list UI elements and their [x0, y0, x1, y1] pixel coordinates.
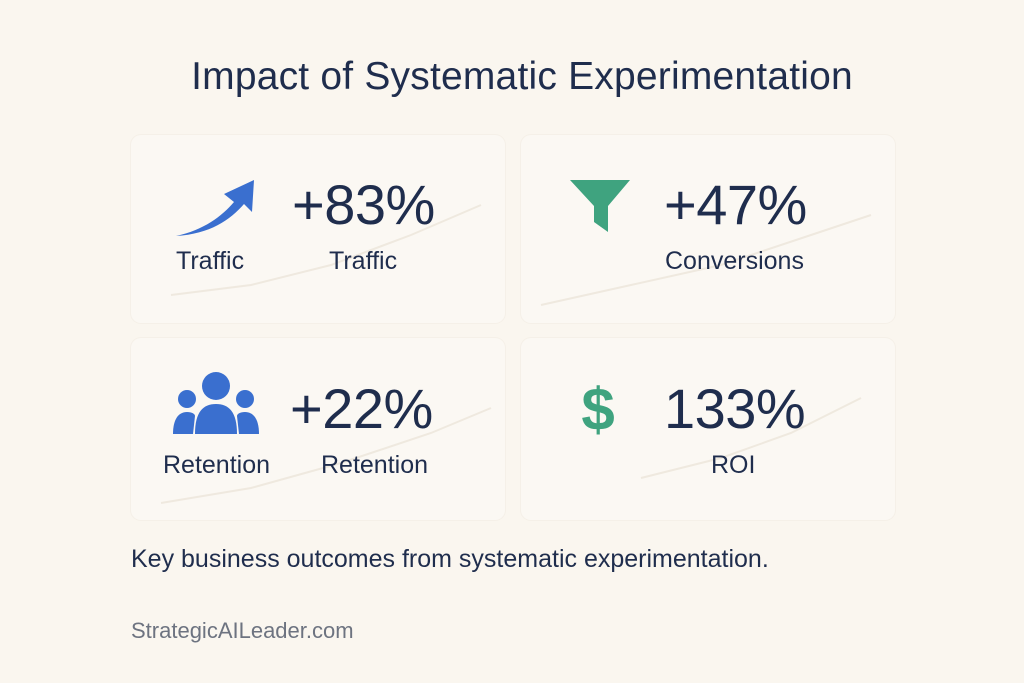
svg-text:$: $ — [581, 376, 614, 438]
background-trend-line — [640, 397, 862, 479]
traffic-icon-label: Traffic — [176, 247, 245, 275]
conversions-label: Conversions — [665, 247, 804, 275]
background-trend-line — [160, 407, 492, 504]
background-trend-line — [540, 214, 872, 306]
funnel-icon — [570, 180, 630, 232]
retention-label: Retention — [321, 451, 429, 479]
retention-value: +22% — [290, 377, 433, 440]
trend-up-arrow-icon — [176, 180, 254, 236]
conversions-value: +47% — [664, 173, 807, 236]
traffic-value: +83% — [292, 173, 435, 236]
metric-card-conversions — [521, 135, 895, 323]
roi-label: ROI — [711, 451, 756, 479]
roi-value: 133% — [664, 377, 806, 440]
retention-icon-label: Retention — [163, 451, 271, 479]
page-title: Impact of Systematic Experimentation — [191, 55, 853, 98]
metric-card-traffic — [131, 135, 505, 323]
background-trend-line — [170, 204, 482, 296]
metric-card-roi — [521, 338, 895, 520]
footer-site-name: StrategicAILeader.com — [131, 618, 354, 643]
traffic-label: Traffic — [329, 247, 398, 275]
dollar-icon: $ — [581, 376, 614, 438]
caption: Key business outcomes from systematic ex… — [131, 545, 769, 573]
users-group-icon — [173, 372, 259, 434]
